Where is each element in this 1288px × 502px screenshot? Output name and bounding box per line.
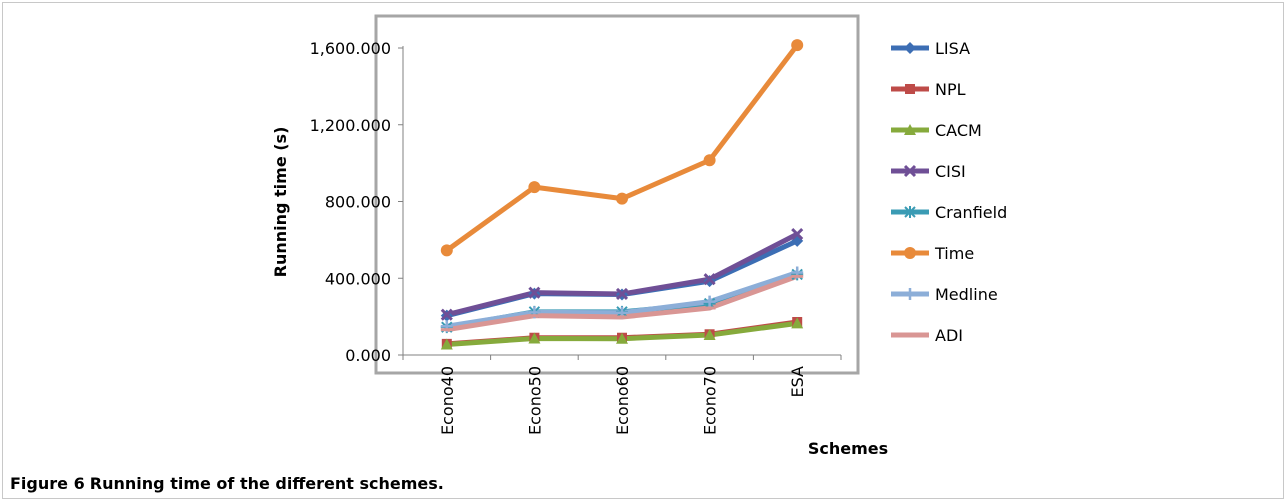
plot-area-border [374,14,860,375]
x-tick-label: Econo70 [701,366,720,435]
legend-label-cacm: CACM [935,121,982,140]
y-tick-label: 1,600.000 [310,39,391,58]
data-point-cisi [615,287,629,301]
series-line-lisa [446,238,799,319]
data-point-cisi [791,228,804,241]
data-point-cisi [440,308,453,321]
figure-caption: Figure 6 Running time of the different s… [10,474,444,493]
y-axis-label: Running time (s) [271,127,290,278]
data-point-cacm [791,317,804,329]
legend-marker-cranfield [904,206,916,218]
data-point-medline [703,295,716,308]
x-axis-ticks: Econo40 Econo50 Econo60 Econo70 ESA [402,355,842,435]
x-tick-label: Econo60 [613,366,632,435]
legend-marker-time [904,247,916,259]
legend-label-cisi: CISI [935,162,966,181]
legend-label-medline: Medline [935,285,998,304]
x-tick-label: ESA [788,366,807,398]
data-point-cacm [440,338,453,350]
legend-label-time: Time [934,244,974,263]
series-markers [440,39,804,350]
legend-marker-lisa [904,42,916,54]
y-tick-label: 0.000 [345,346,391,365]
legend-label-lisa: LISA [935,39,970,58]
legend-marker-npl [905,84,915,94]
y-axis-ticks: 0.000 400.000 800.000 1,200.000 1,600.000 [310,39,403,365]
y-tick-label: 1,200.000 [310,116,391,135]
series-line-cisi [446,231,799,318]
data-point-cisi [528,286,541,299]
data-point-cacm [703,329,716,341]
legend-label-npl: NPL [935,80,966,99]
figure-caption-text: Running time of the different schemes. [89,474,444,493]
legend-marker-cacm [904,124,916,135]
data-point-time [440,244,453,257]
legend-label-adi: ADI [935,326,963,345]
y-tick-label: 800.000 [325,193,391,212]
series-line-time [445,43,800,253]
data-point-time [791,39,804,52]
data-point-time [703,154,716,167]
legend-label-cranfield: Cranfield [935,203,1007,222]
x-axis-label: Schemes [808,439,888,458]
data-point-cisi [703,273,716,286]
data-point-time [616,192,628,205]
data-point-cacm [616,332,628,344]
data-point-time [528,181,541,194]
x-tick-label: Econo40 [438,366,457,435]
y-tick-label: 400.000 [325,269,391,288]
figure-label: Figure 6 [10,474,85,493]
data-point-cacm [528,332,541,344]
legend: LISA NPL CACM CISI Cranfield Time Medline ADI [891,39,1007,345]
legend-marker-cisi [903,164,917,178]
legend-marker-medline [904,288,916,300]
x-tick-label: Econo50 [525,366,544,435]
